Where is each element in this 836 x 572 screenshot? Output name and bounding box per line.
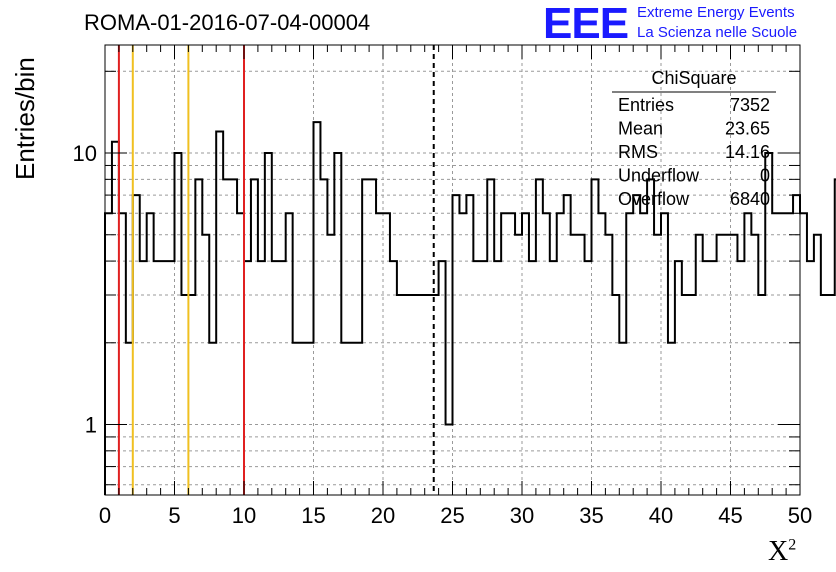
stats-value: 7352 [730,95,770,115]
logo-line-2: La Scienza nelle Scuole [637,24,798,41]
stats-label: Mean [618,119,663,139]
x-tick-label: 45 [718,503,742,528]
stats-label: Overflow [618,189,690,209]
y-tick-label: 1 [85,413,97,438]
x-axis-label: X2 [768,536,796,568]
x-tick-label: 25 [440,503,464,528]
x-axis-label-sup: 2 [788,536,797,554]
stats-value: 6840 [730,189,770,209]
stats-value: 0 [760,166,770,186]
x-tick-label: 20 [371,503,395,528]
x-tick-label: 30 [510,503,534,528]
x-tick-label: 0 [99,503,111,528]
stats-label: Entries [618,95,674,115]
stats-title: ChiSquare [651,68,736,88]
stats-label: Underflow [618,166,700,186]
stats-value: 14.16 [725,142,770,162]
eee-logo: EEE [543,0,629,48]
x-tick-label: 35 [579,503,603,528]
x-tick-label: 50 [788,503,812,528]
chart-title: ROMA-01-2016-07-04-00004 [84,10,371,35]
x-tick-label: 40 [649,503,673,528]
x-tick-label: 10 [232,503,256,528]
y-axis-label: Entries/bin [10,57,40,180]
x-tick-label: 5 [168,503,180,528]
x-tick-label: 15 [301,503,325,528]
logo-line-1: Extreme Energy Events [637,4,795,21]
x-axis-label-base: X [768,536,789,567]
histogram-series [104,121,836,495]
stats-label: RMS [618,142,658,162]
stats-value: 23.65 [725,119,770,139]
y-tick-label: 10 [73,141,97,166]
